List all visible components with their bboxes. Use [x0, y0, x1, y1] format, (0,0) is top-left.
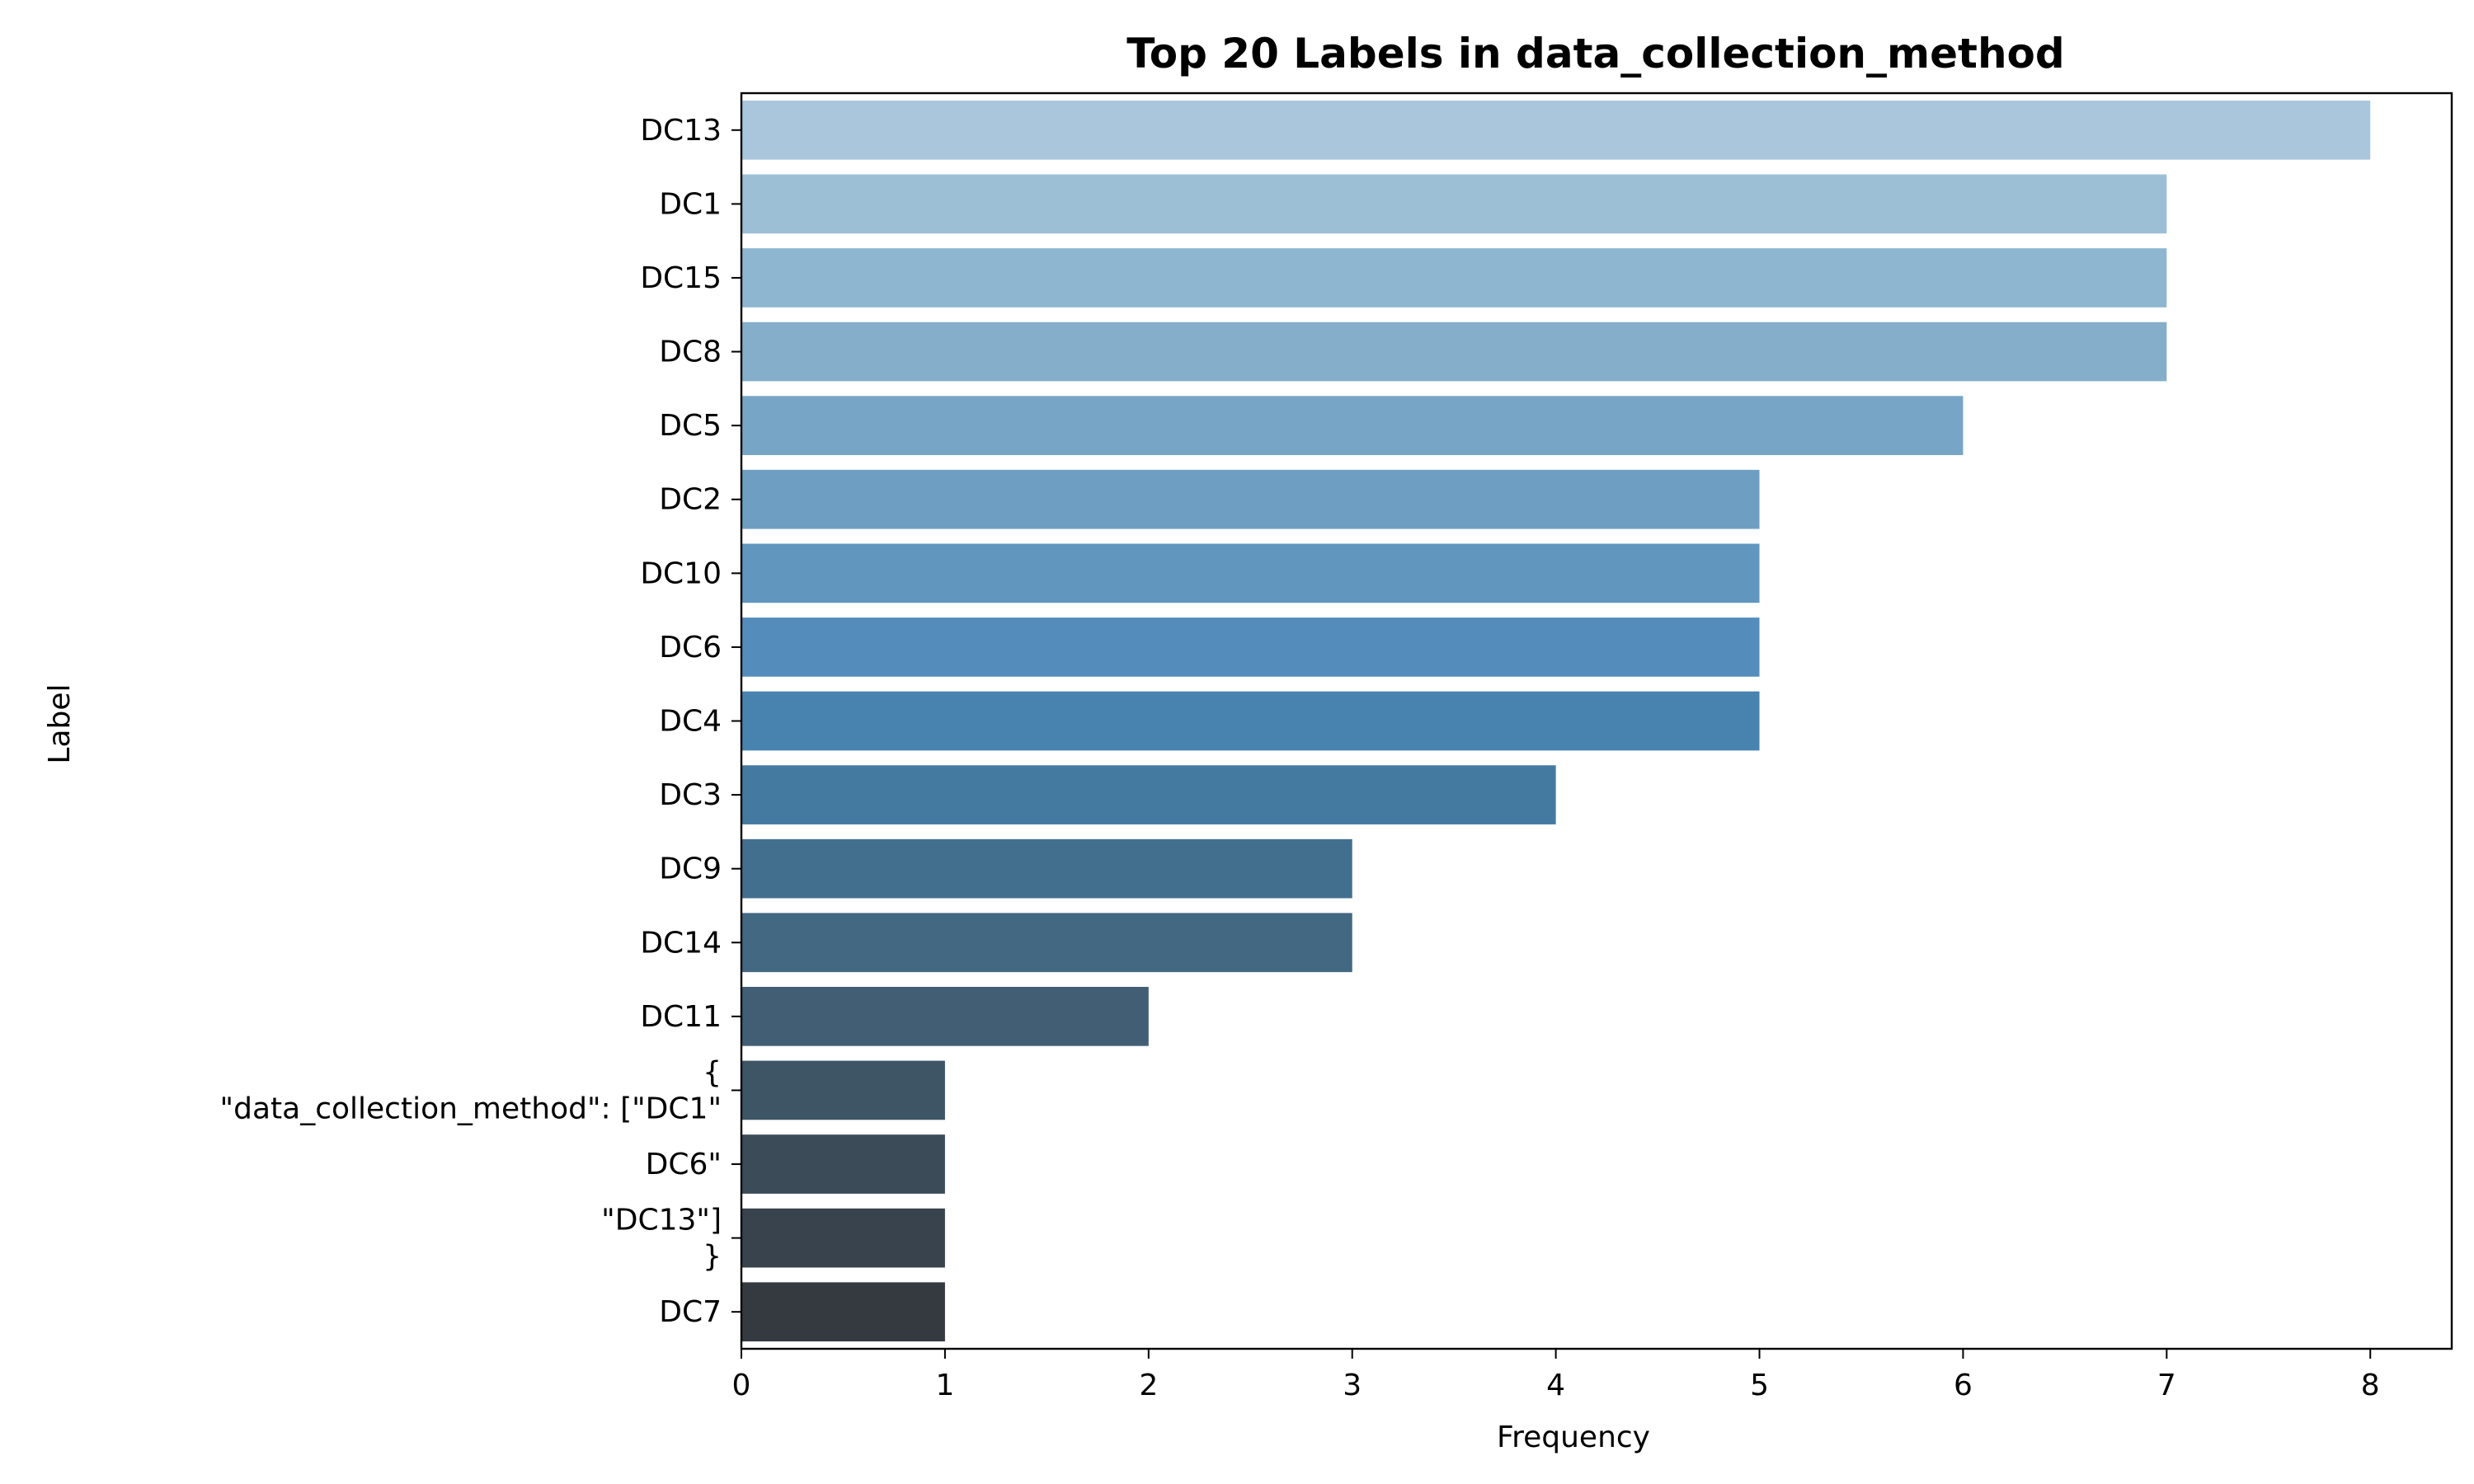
chart-title: Top 20 Labels in data_collection_method: [1126, 30, 2064, 77]
bar-16: [741, 1282, 945, 1342]
bar-0: [741, 100, 2371, 160]
y-tick-label-6: DC10: [640, 556, 722, 590]
y-tick-label-13: {"data_collection_method": ["DC1": [220, 1055, 722, 1125]
y-tick-label-10: DC9: [659, 852, 722, 886]
bar-14: [741, 1134, 945, 1194]
bar-7: [741, 618, 1760, 677]
y-tick-label-12: DC11: [640, 1000, 722, 1034]
y-tick-label-2: DC15: [640, 261, 722, 295]
bar-10: [741, 838, 1352, 899]
y-tick-label-5: DC2: [659, 483, 722, 517]
y-tick-label-8: DC4: [659, 705, 722, 739]
bar-12: [741, 987, 1149, 1046]
bar-6: [741, 543, 1760, 603]
y-tick-label-15: "DC13"]}: [601, 1204, 722, 1274]
bar-8: [741, 691, 1760, 751]
y-tick-label-3: DC8: [659, 336, 722, 369]
y-tick-label-1: DC1: [659, 187, 722, 221]
y-tick-label-9: DC3: [659, 778, 722, 812]
bar-1: [741, 174, 2167, 234]
x-ticks-group: 0 1 2 3 4 5 6 7 8: [732, 1349, 2380, 1402]
y-tick-label-11: DC14: [640, 926, 722, 960]
y-tick-label-16: DC7: [659, 1295, 722, 1329]
x-tick-label-6: 6: [1954, 1369, 1973, 1402]
y-ticks-group: DC13 DC1 DC15 DC8 DC5 DC2 DC10 DC6 DC4 DC3 DC9 DC14…: [220, 114, 741, 1329]
y-axis-label: Label: [43, 683, 77, 763]
plot-frame: [740, 92, 2453, 1350]
bar-9: [741, 765, 1556, 824]
y-tick-label-14: DC6": [646, 1148, 722, 1181]
x-tick-label-1: 1: [935, 1369, 954, 1402]
bar-13: [741, 1060, 945, 1120]
x-tick-label-4: 4: [1546, 1369, 1565, 1402]
y-tick-label-4: DC5: [659, 409, 722, 443]
x-tick-label-7: 7: [2157, 1369, 2176, 1402]
x-tick-label-3: 3: [1343, 1369, 1362, 1402]
x-tick-label-0: 0: [732, 1369, 751, 1402]
y-tick-label-0: DC13: [640, 114, 722, 148]
bar-4: [741, 396, 1964, 455]
x-tick-label-5: 5: [1750, 1369, 1769, 1402]
bar-2: [741, 248, 2167, 308]
bar-11: [741, 913, 1352, 973]
x-axis-label: Frequency: [1497, 1421, 1650, 1454]
bar-15: [741, 1208, 945, 1268]
x-tick-label-2: 2: [1139, 1369, 1158, 1402]
y-tick-label-7: DC6: [659, 631, 722, 665]
bars-group: [741, 100, 2371, 1342]
x-tick-label-8: 8: [2361, 1369, 2380, 1402]
bar-3: [741, 322, 2167, 382]
bar-5: [741, 469, 1760, 529]
